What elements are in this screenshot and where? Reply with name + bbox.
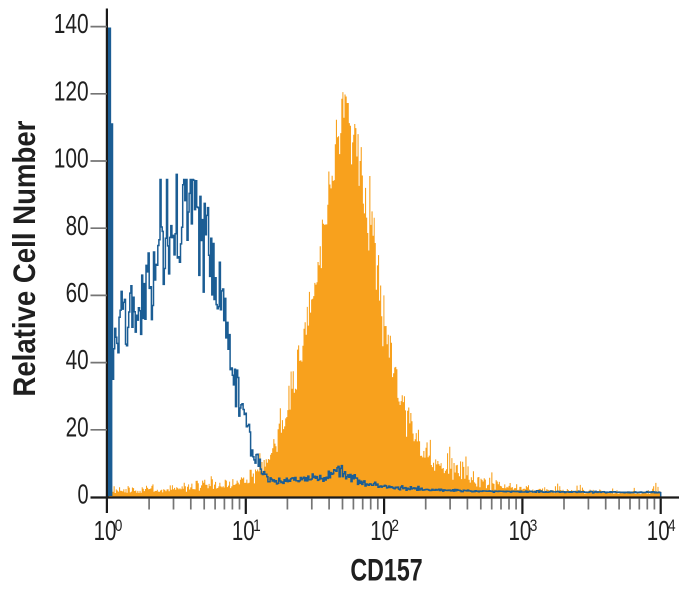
svg-text:104: 104: [647, 515, 676, 546]
svg-text:100: 100: [94, 515, 123, 546]
svg-text:120: 120: [54, 75, 89, 106]
svg-text:101: 101: [232, 515, 261, 546]
svg-text:103: 103: [509, 515, 538, 546]
svg-text:140: 140: [54, 8, 89, 39]
svg-text:20: 20: [66, 411, 89, 442]
svg-text:80: 80: [66, 210, 89, 241]
svg-text:0: 0: [78, 479, 89, 510]
svg-text:CD157: CD157: [350, 551, 422, 587]
svg-text:40: 40: [66, 344, 89, 375]
svg-text:60: 60: [66, 277, 89, 308]
svg-text:100: 100: [54, 143, 89, 174]
svg-text:102: 102: [370, 515, 399, 546]
svg-text:Relative Cell Number: Relative Cell Number: [6, 121, 42, 397]
